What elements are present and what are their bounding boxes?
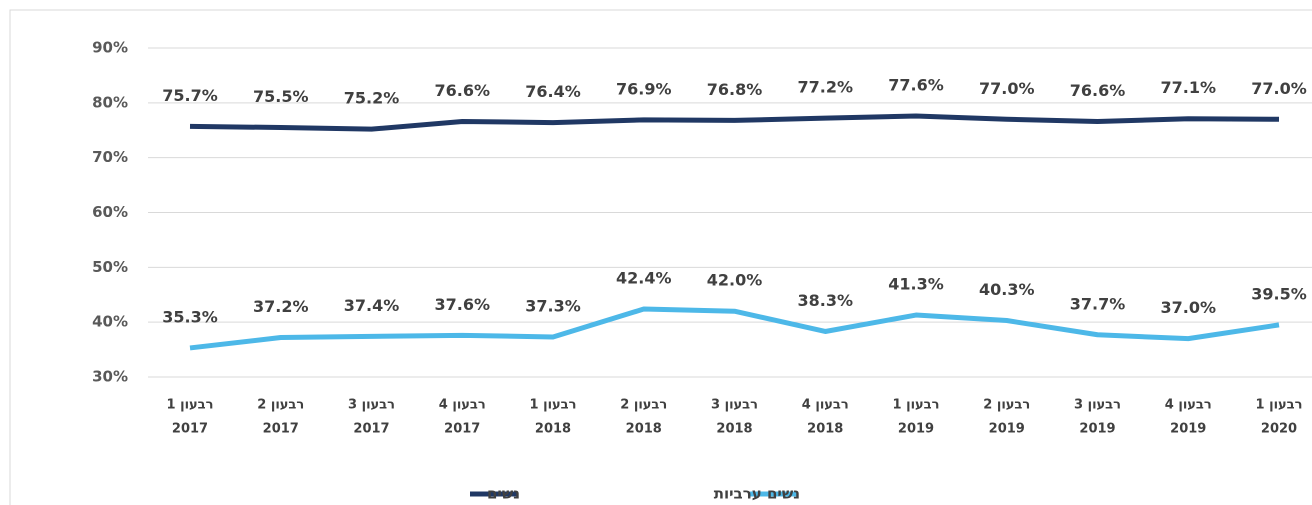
x-tick-label: 2018	[535, 422, 571, 437]
x-tick-label: רבעון 1	[167, 398, 214, 413]
data-label: 77.1%	[1160, 78, 1216, 97]
x-tick-label: רבעון 2	[983, 398, 1030, 413]
x-tick-label: 2017	[172, 422, 208, 437]
x-tick-label: רבעון 1	[1256, 398, 1303, 413]
x-tick-label: 2018	[626, 422, 662, 437]
data-label: 75.7%	[162, 86, 218, 105]
x-tick-label: 2017	[353, 422, 389, 437]
data-label: 77.2%	[797, 78, 853, 97]
x-tick-label: רבעון 3	[1074, 398, 1121, 413]
x-tick-label: רבעון 4	[439, 398, 486, 413]
x-tick-label: 2019	[1079, 422, 1115, 437]
series-line	[189, 306, 1280, 351]
x-tick-label: 2017	[444, 422, 480, 437]
data-label: 77.0%	[979, 79, 1035, 98]
legend-label: נשים	[487, 485, 520, 503]
data-label: 76.4%	[525, 82, 581, 101]
x-tick-label: רבעון 1	[893, 398, 940, 413]
x-tick-label: רבעון 4	[802, 398, 849, 413]
y-tick-label: 70%	[92, 148, 128, 166]
data-label: 75.5%	[253, 87, 309, 106]
data-label: 37.2%	[253, 297, 309, 316]
x-tick-label: 2019	[989, 422, 1025, 437]
chart-frame	[9, 9, 1312, 505]
data-label: 76.6%	[1070, 81, 1126, 100]
series-line	[189, 113, 1280, 132]
data-label: 39.5%	[1251, 284, 1307, 303]
data-label: 37.4%	[344, 296, 400, 315]
data-label: 76.9%	[616, 79, 672, 98]
y-tick-label: 80%	[92, 93, 128, 111]
x-tick-label: 2019	[1170, 422, 1206, 437]
x-tick-label: 2020	[1261, 422, 1297, 437]
data-label: 76.8%	[707, 80, 763, 99]
x-tick-label: רבעון 3	[348, 398, 395, 413]
legend-label: נשים ערביות	[714, 485, 800, 503]
x-tick-label: רבעון 2	[257, 398, 304, 413]
data-label: 41.3%	[888, 275, 944, 294]
x-tick-label: 2018	[716, 422, 752, 437]
data-label: 38.3%	[797, 291, 853, 310]
y-tick-label: 90%	[92, 39, 128, 57]
x-tick-label: רבעון 4	[1165, 398, 1212, 413]
x-tick-label: רבעון 1	[530, 398, 577, 413]
data-label: 40.3%	[979, 280, 1035, 299]
data-label: 77.0%	[1251, 79, 1307, 98]
y-tick-label: 60%	[92, 203, 128, 221]
data-label: 42.0%	[707, 271, 763, 290]
data-label: 37.0%	[1160, 298, 1216, 317]
data-label: 37.7%	[1070, 294, 1126, 313]
x-tick-label: 2017	[263, 422, 299, 437]
x-tick-label: רבעון 3	[711, 398, 758, 413]
y-tick-label: 30%	[92, 368, 128, 386]
data-label: 76.6%	[434, 81, 490, 100]
data-label: 37.6%	[434, 295, 490, 314]
data-label: 75.2%	[344, 89, 400, 108]
data-label: 35.3%	[162, 307, 218, 326]
y-tick-label: 40%	[92, 313, 128, 331]
x-tick-label: רבעון 2	[620, 398, 667, 413]
x-tick-label: 2018	[807, 422, 843, 437]
data-label: 77.6%	[888, 75, 944, 94]
data-label: 42.4%	[616, 269, 672, 288]
y-tick-label: 50%	[92, 258, 128, 276]
data-label: 37.3%	[525, 296, 581, 315]
x-tick-label: 2019	[898, 422, 934, 437]
